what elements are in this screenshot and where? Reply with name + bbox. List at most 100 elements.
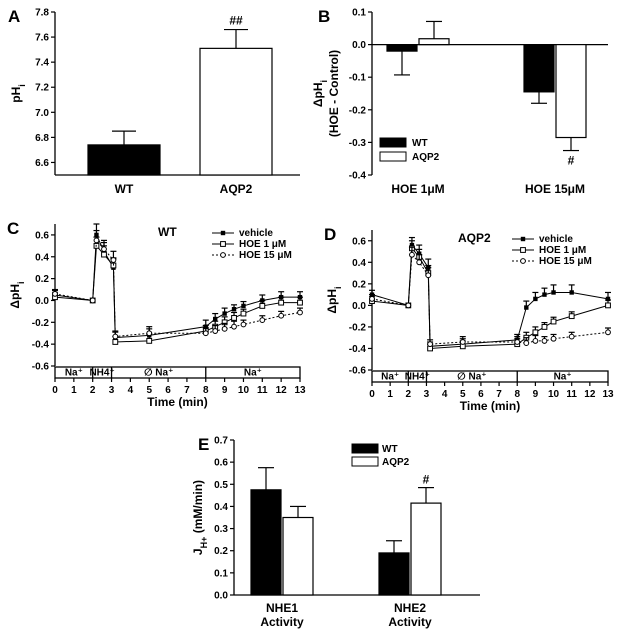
d-solution-label: Na⁺: [381, 372, 399, 383]
c-data-point: [241, 311, 246, 316]
c-data-point: [222, 326, 227, 331]
a-bar: [88, 145, 160, 175]
c-data-point: [113, 334, 118, 339]
a-y-tick-label: 7.4: [35, 58, 49, 69]
d-x-tick-label: 12: [584, 389, 596, 400]
c-x-tick-label: 0: [52, 385, 58, 396]
d-data-point: [533, 330, 538, 335]
d-solution-label: Na⁺: [554, 372, 572, 383]
c-title: WT: [158, 225, 177, 239]
e-y-tick-label: 0.5: [214, 480, 228, 491]
d-y-tick-label: 0.6: [352, 236, 366, 247]
d-y-tick-label: -0.4: [349, 344, 367, 355]
c-y-tick-label: -0.4: [32, 340, 50, 351]
c-data-point: [241, 304, 245, 308]
d-y-tick-label: -0.2: [349, 322, 367, 333]
e-y-axis-label: JH+ (mM/min): [191, 480, 209, 555]
d-x-tick-label: 3: [424, 389, 430, 400]
c-data-point: [90, 298, 95, 303]
d-x-tick-label: 10: [548, 389, 560, 400]
d-x-tick-label: 11: [566, 389, 577, 400]
panel-label-d: D: [324, 225, 336, 244]
e-bar: [379, 553, 409, 595]
d-x-tick-label: 9: [533, 389, 539, 400]
c-data-point: [94, 238, 99, 243]
c-data-point: [260, 304, 265, 309]
a-bar: [200, 48, 272, 175]
e-significance-mark: #: [423, 473, 430, 487]
c-data-point: [147, 338, 152, 343]
c-data-point: [232, 316, 237, 321]
d-data-point: [551, 319, 556, 324]
e-bar: [411, 503, 441, 595]
b-legend-swatch: [380, 138, 406, 147]
c-data-point: [279, 313, 284, 318]
b-bar: [387, 45, 417, 52]
c-data-point: [111, 258, 116, 263]
b-legend-swatch: [380, 152, 406, 161]
b-bar: [419, 39, 449, 45]
d-x-tick-label: 4: [442, 389, 448, 400]
e-y-tick-label: 0.7: [214, 436, 228, 447]
b-y-tick-label: -0.3: [349, 138, 367, 149]
panel-label-a: A: [8, 7, 20, 26]
b-significance-mark: #: [568, 154, 575, 168]
d-data-point: [533, 297, 537, 301]
c-x-tick-label: 13: [294, 385, 306, 396]
d-legend-label: HOE 1 μM: [539, 245, 586, 256]
d-x-tick-label: 2: [406, 389, 412, 400]
c-data-point: [279, 300, 284, 305]
e-x-category-label: NHE1: [266, 601, 298, 615]
c-data-point: [213, 317, 217, 321]
panel-e: E0.00.10.20.30.40.50.60.7#NHE1ActivityNH…: [191, 435, 480, 629]
c-solution-label: Na⁺: [244, 368, 262, 379]
d-legend-marker: [521, 237, 525, 241]
e-y-tick-label: 0.0: [214, 591, 228, 602]
d-x-tick-label: 13: [602, 389, 614, 400]
d-data-point: [569, 334, 574, 339]
a-y-tick-label: 6.8: [35, 133, 49, 144]
b-y-tick-label: 0.1: [352, 8, 366, 19]
d-data-point: [370, 297, 375, 302]
b-y-tick-label: -0.2: [349, 105, 367, 116]
c-legend-label: HOE 15 μM: [239, 250, 292, 261]
c-data-point: [298, 310, 303, 315]
d-data-point: [533, 339, 538, 344]
e-x-category-label-2: Activity: [388, 615, 432, 629]
c-data-point: [213, 329, 218, 334]
d-data-point: [524, 305, 528, 309]
b-y-axis-label-2: (HOE - Control): [327, 50, 341, 137]
d-x-axis-label: Time (min): [460, 399, 520, 413]
c-x-tick-label: 1: [71, 385, 77, 396]
e-x-category-label: NHE2: [394, 601, 426, 615]
d-data-point: [542, 325, 547, 330]
e-x-category-label-2: Activity: [260, 615, 304, 629]
e-y-tick-label: 0.1: [214, 568, 228, 579]
d-data-point: [542, 292, 546, 296]
a-y-tick-label: 7.8: [35, 8, 49, 19]
c-solution-label: Na⁺: [65, 368, 83, 379]
c-x-tick-label: 4: [128, 385, 134, 396]
c-y-tick-label: 0.0: [35, 296, 49, 307]
panel-label-b: B: [318, 7, 330, 26]
d-data-point: [460, 340, 465, 345]
e-bar: [251, 490, 281, 595]
c-data-point: [203, 331, 208, 336]
c-solution-label: NH4⁺: [89, 368, 114, 379]
c-data-point: [113, 340, 118, 345]
d-legend-marker: [521, 248, 526, 253]
b-y-tick-label: 0.0: [352, 40, 366, 51]
d-data-point: [426, 273, 431, 278]
d-data-point: [551, 290, 555, 294]
c-y-tick-label: 0.6: [35, 230, 49, 241]
c-y-tick-label: -0.2: [32, 318, 50, 329]
d-y-tick-label: -0.6: [349, 366, 367, 377]
e-bar: [283, 518, 313, 596]
figure: A6.66.87.07.27.47.67.8WT AQP2##pHi B-0.4-…: [0, 0, 623, 631]
d-x-tick-label: 0: [369, 389, 375, 400]
a-y-tick-label: 7.0: [35, 108, 49, 119]
c-x-tick-label: 11: [257, 385, 268, 396]
c-data-point: [232, 324, 237, 329]
panel-label-c: C: [7, 219, 19, 238]
d-data-point: [410, 252, 415, 257]
